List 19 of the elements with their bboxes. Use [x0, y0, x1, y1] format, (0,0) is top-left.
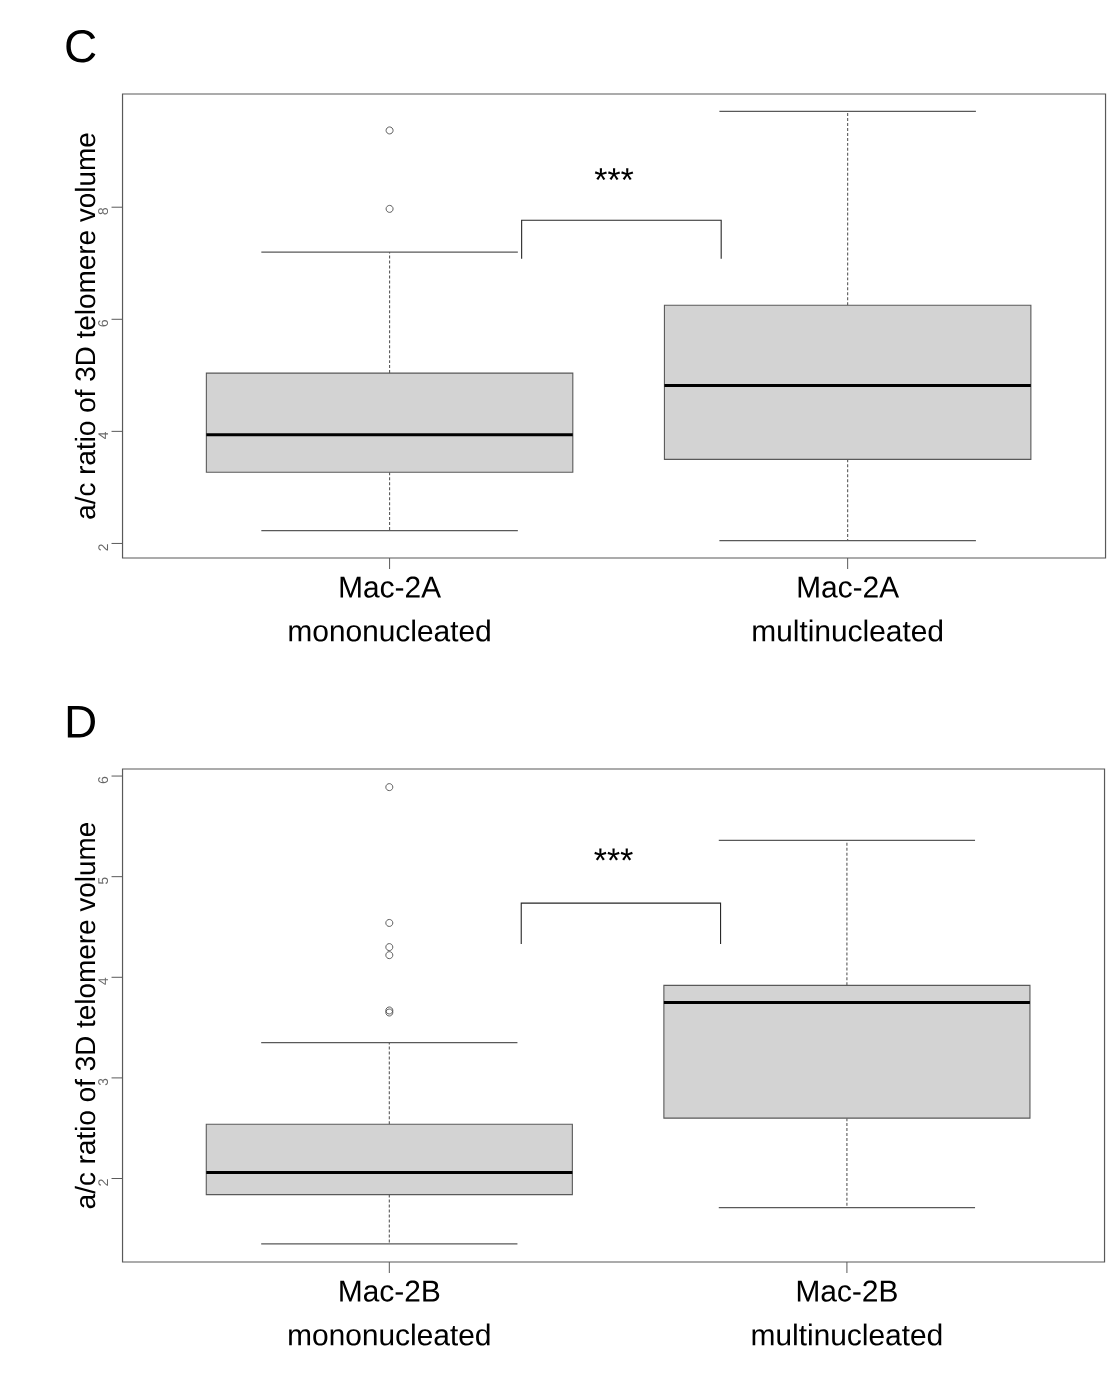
chart-title: C	[66, 30, 96, 63]
y-tick-label: 2	[98, 1179, 109, 1186]
y-axis-title: a/c ratio of 3D telomere volume	[75, 823, 96, 1209]
y-tick-label: 8	[98, 207, 109, 215]
y-axis-title: a/c ratio of 3D telomere volume	[75, 133, 96, 519]
x-tick-label: Mac-2A mononucleated	[289, 576, 491, 642]
annotation: ***	[595, 168, 634, 181]
x-tick-label: Mac-2B multinucleated	[752, 1280, 942, 1346]
y-tick-label: 5	[98, 877, 109, 884]
x-tick-label: Mac-2A multinucleated	[753, 576, 943, 642]
y-tick-label: 6	[98, 320, 109, 327]
y-tick-label: 4	[98, 431, 109, 439]
chart-title: D	[68, 705, 96, 738]
y-tick-label: 6	[98, 776, 109, 784]
annotation: ***	[594, 848, 634, 861]
x-tick-label: Mac-2B mononucleated	[289, 1280, 490, 1346]
y-tick-label: 4	[98, 977, 109, 985]
y-tick-label: 2	[98, 544, 109, 551]
y-tick-label: 3	[98, 1078, 109, 1086]
